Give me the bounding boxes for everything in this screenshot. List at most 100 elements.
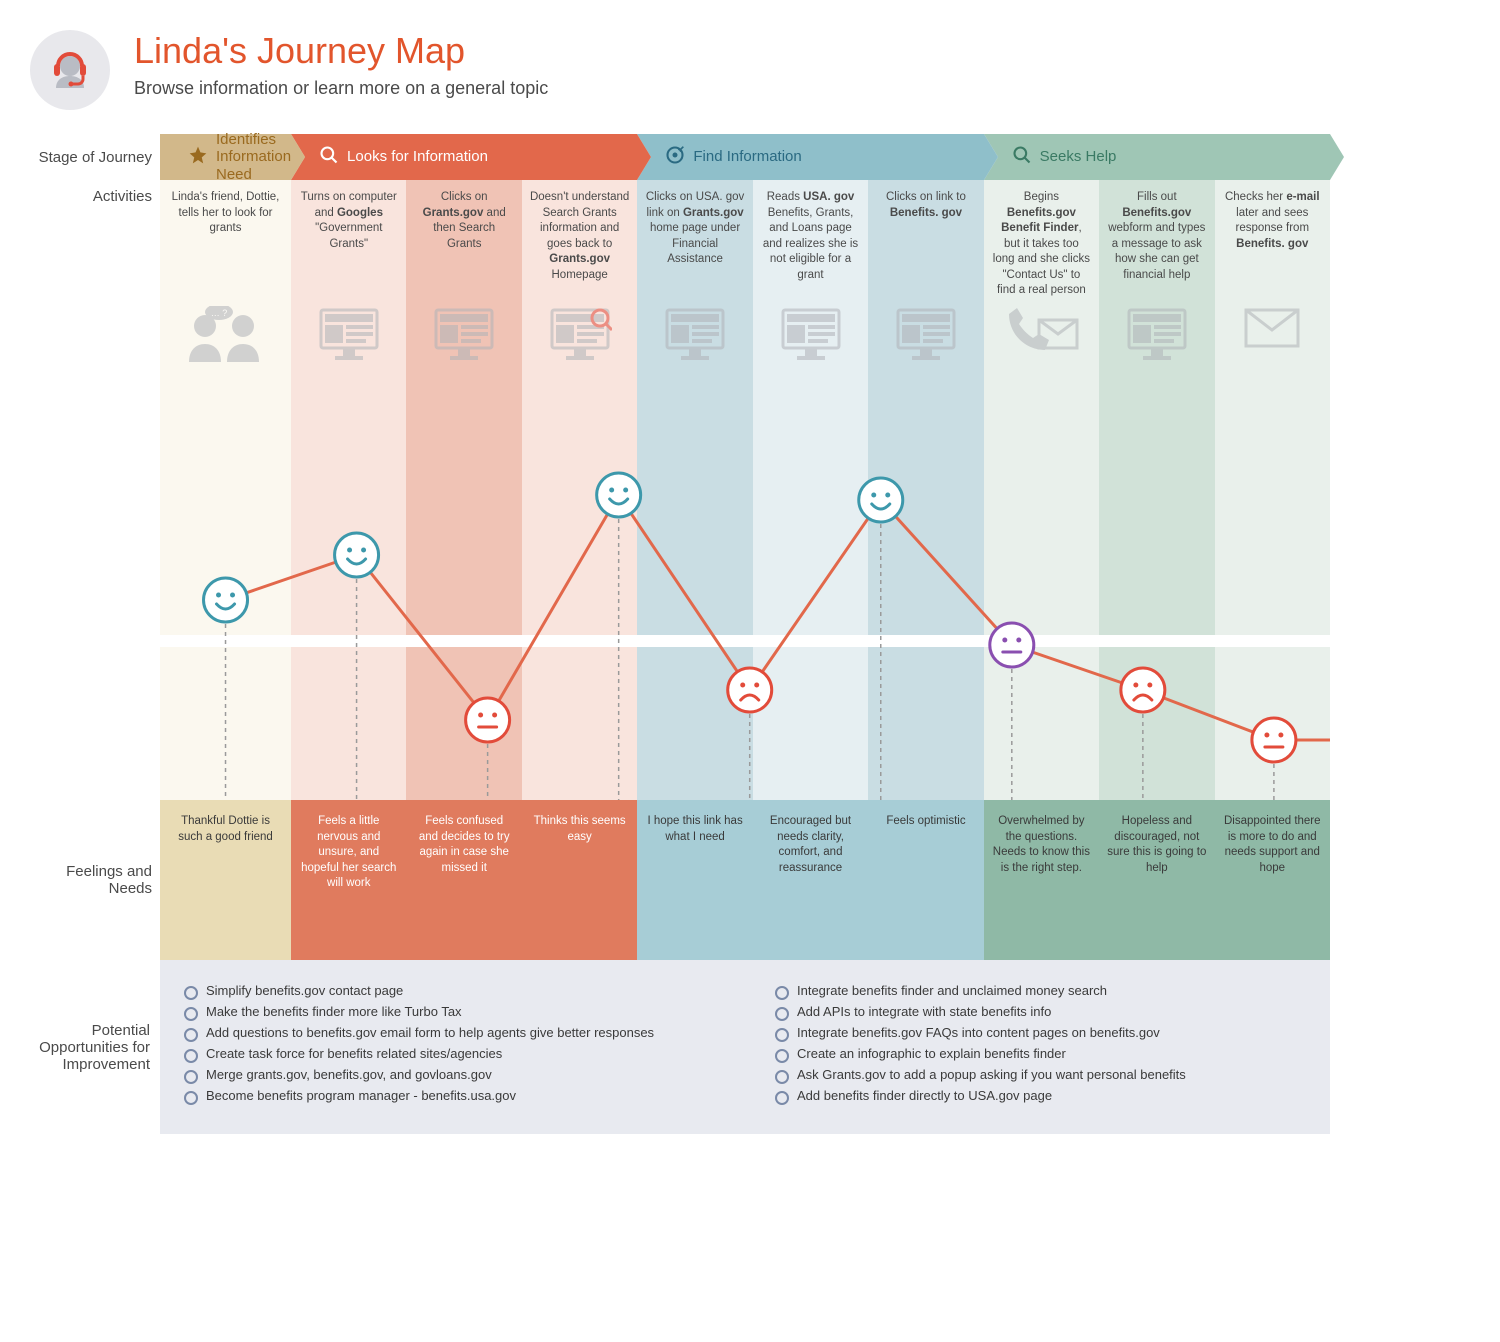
journey-grid: Stage of Journey Identifies Information … — [30, 134, 1330, 1134]
feeling-col-6: Feels optimistic — [868, 800, 983, 960]
stage-0: Identifies Information Need — [160, 134, 291, 180]
headset-icon — [46, 46, 94, 94]
emotion-face-6 — [990, 623, 1034, 667]
opp-item: Add APIs to integrate with state benefit… — [775, 1001, 1306, 1022]
emotion-face-8 — [1252, 718, 1296, 762]
emotion-face-5 — [859, 478, 903, 522]
activity-col-7: Begins Benefits.gov Benefit Finder, but … — [984, 180, 1099, 440]
activity-icon — [1242, 306, 1302, 356]
feeling-col-2: Feels confused and decides to try again … — [406, 800, 521, 960]
activity-col-5: Reads USA. gov Benefits, Grants, and Loa… — [753, 180, 868, 440]
feeling-col-8: Hopeless and discouraged, not sure this … — [1099, 800, 1214, 960]
feeling-col-7: Overwhelmed by the questions. Needs to k… — [984, 800, 1099, 960]
stage-2: Find Information — [637, 134, 983, 180]
activity-col-4: Clicks on USA. gov link on Grants.gov ho… — [637, 180, 752, 440]
opp-item: Create task force for benefits related s… — [184, 1043, 715, 1064]
page-title: Linda's Journey Map — [134, 30, 548, 72]
activity-icon — [894, 306, 958, 370]
activity-text: Linda's friend, Dottie, tells her to loo… — [168, 190, 283, 300]
stage-label: Find Information — [693, 148, 801, 165]
activity-icon — [1001, 306, 1081, 366]
stage-icon — [665, 145, 685, 169]
feeling-text: Encouraged but needs clarity, comfort, a… — [761, 814, 860, 876]
label-stage: Stage of Journey — [30, 134, 160, 180]
feeling-col-9: Disappointed there is more to do and nee… — [1215, 800, 1330, 960]
activity-icon — [432, 306, 496, 370]
label-activities: Activities — [30, 180, 160, 440]
opp-item: Integrate benefits finder and unclaimed … — [775, 980, 1306, 1001]
emotion-face-7 — [1121, 668, 1165, 712]
opp-item: Make the benefits finder more like Turbo… — [184, 1001, 715, 1022]
opp-list-left: Simplify benefits.gov contact pageMake t… — [184, 980, 715, 1106]
activity-col-2: Clicks on Grants.gov and then Search Gra… — [406, 180, 521, 440]
emotion-face-0 — [204, 578, 248, 622]
activity-col-1: Turns on computer and Googles "Governmen… — [291, 180, 406, 440]
activity-text: Clicks on Grants.gov and then Search Gra… — [414, 190, 513, 300]
title-block: Linda's Journey Map Browse information o… — [134, 30, 548, 99]
label-emotion-spacer — [30, 440, 160, 800]
emotion-face-4 — [728, 668, 772, 712]
opp-list-right: Integrate benefits finder and unclaimed … — [775, 980, 1306, 1106]
activity-text: Reads USA. gov Benefits, Grants, and Loa… — [761, 190, 860, 300]
opp-item: Ask Grants.gov to add a popup asking if … — [775, 1064, 1306, 1085]
opp-item: Add questions to benefits.gov email form… — [184, 1022, 715, 1043]
feeling-col-0: Thankful Dottie is such a good friend — [160, 800, 291, 960]
opp-item: Become benefits program manager - benefi… — [184, 1085, 715, 1106]
feeling-text: Feels optimistic — [886, 814, 965, 830]
activity-text: Clicks on USA. gov link on Grants.gov ho… — [645, 190, 744, 300]
feeling-text: Disappointed there is more to do and nee… — [1223, 814, 1322, 876]
activity-col-0: Linda's friend, Dottie, tells her to loo… — [160, 180, 291, 440]
label-opportunities: Potential Opportunities for Improvement — [30, 960, 160, 1134]
stage-3: Seeks Help — [984, 134, 1330, 180]
stage-icon — [319, 145, 339, 169]
feeling-text: Thankful Dottie is such a good friend — [168, 814, 283, 845]
persona-avatar — [30, 30, 110, 110]
opp-item: Integrate benefits.gov FAQs into content… — [775, 1022, 1306, 1043]
activity-icon — [548, 306, 612, 370]
page-subtitle: Browse information or learn more on a ge… — [134, 78, 548, 99]
activity-text: Turns on computer and Googles "Governmen… — [299, 190, 398, 300]
opp-item: Merge grants.gov, benefits.gov, and govl… — [184, 1064, 715, 1085]
activity-icon — [1125, 306, 1189, 370]
opp-item: Simplify benefits.gov contact page — [184, 980, 715, 1001]
feeling-text: Overwhelmed by the questions. Needs to k… — [992, 814, 1091, 876]
activity-icon — [317, 306, 381, 370]
stage-label: Looks for Information — [347, 148, 488, 165]
stage-icon — [188, 145, 208, 169]
activity-icon — [663, 306, 727, 370]
activity-text: Fills out Benefits.gov webform and types… — [1107, 190, 1206, 300]
header: Linda's Journey Map Browse information o… — [30, 30, 1330, 110]
feeling-text: Feels a little nervous and unsure, and h… — [299, 814, 398, 892]
feeling-text: Feels confused and decides to try again … — [414, 814, 513, 876]
emotion-chart — [160, 440, 1330, 800]
feeling-text: Hopeless and discouraged, not sure this … — [1107, 814, 1206, 876]
activity-icon — [779, 306, 843, 370]
emotion-face-2 — [466, 698, 510, 742]
feeling-col-5: Encouraged but needs clarity, comfort, a… — [753, 800, 868, 960]
stage-label: Identifies Information Need — [216, 131, 291, 183]
stage-icon — [1012, 145, 1032, 169]
emotion-face-1 — [335, 533, 379, 577]
activity-icon: … ? — [181, 306, 271, 372]
activity-text: Clicks on link to Benefits. gov — [876, 190, 975, 300]
feeling-text: I hope this link has what I need — [645, 814, 744, 845]
activity-col-3: Doesn't understand Search Grants informa… — [522, 180, 637, 440]
label-feelings: Feelings and Needs — [30, 800, 160, 960]
opportunities-block: Simplify benefits.gov contact pageMake t… — [160, 960, 1330, 1134]
feeling-col-4: I hope this link has what I need — [637, 800, 752, 960]
activity-col-6: Clicks on link to Benefits. gov — [868, 180, 983, 440]
activity-text: Checks her e-mail later and sees respons… — [1223, 190, 1322, 300]
opp-item: Add benefits finder directly to USA.gov … — [775, 1085, 1306, 1106]
feeling-col-1: Feels a little nervous and unsure, and h… — [291, 800, 406, 960]
activity-text: Begins Benefits.gov Benefit Finder, but … — [992, 190, 1091, 300]
activity-col-9: Checks her e-mail later and sees respons… — [1215, 180, 1330, 440]
stage-1: Looks for Information — [291, 134, 637, 180]
emotion-face-3 — [597, 473, 641, 517]
feeling-text: Thinks this seems easy — [530, 814, 629, 845]
feeling-col-3: Thinks this seems easy — [522, 800, 637, 960]
opp-item: Create an infographic to explain benefit… — [775, 1043, 1306, 1064]
activity-col-8: Fills out Benefits.gov webform and types… — [1099, 180, 1214, 440]
svg-text:… ?: … ? — [210, 308, 227, 318]
activity-text: Doesn't understand Search Grants informa… — [530, 190, 629, 300]
stage-label: Seeks Help — [1040, 148, 1117, 165]
